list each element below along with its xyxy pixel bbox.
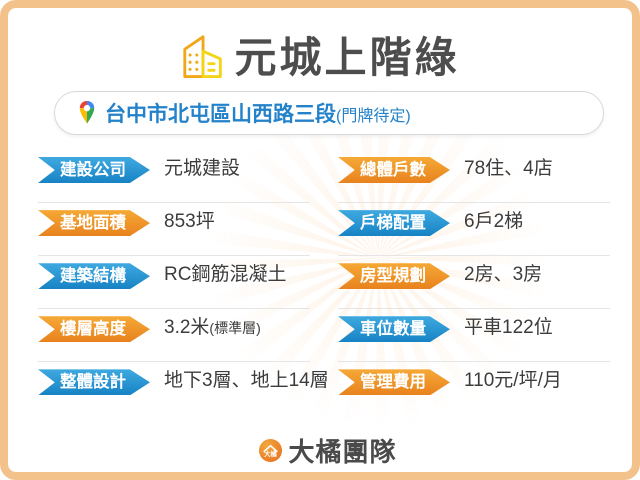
svg-text:大橘: 大橘 xyxy=(265,449,278,458)
